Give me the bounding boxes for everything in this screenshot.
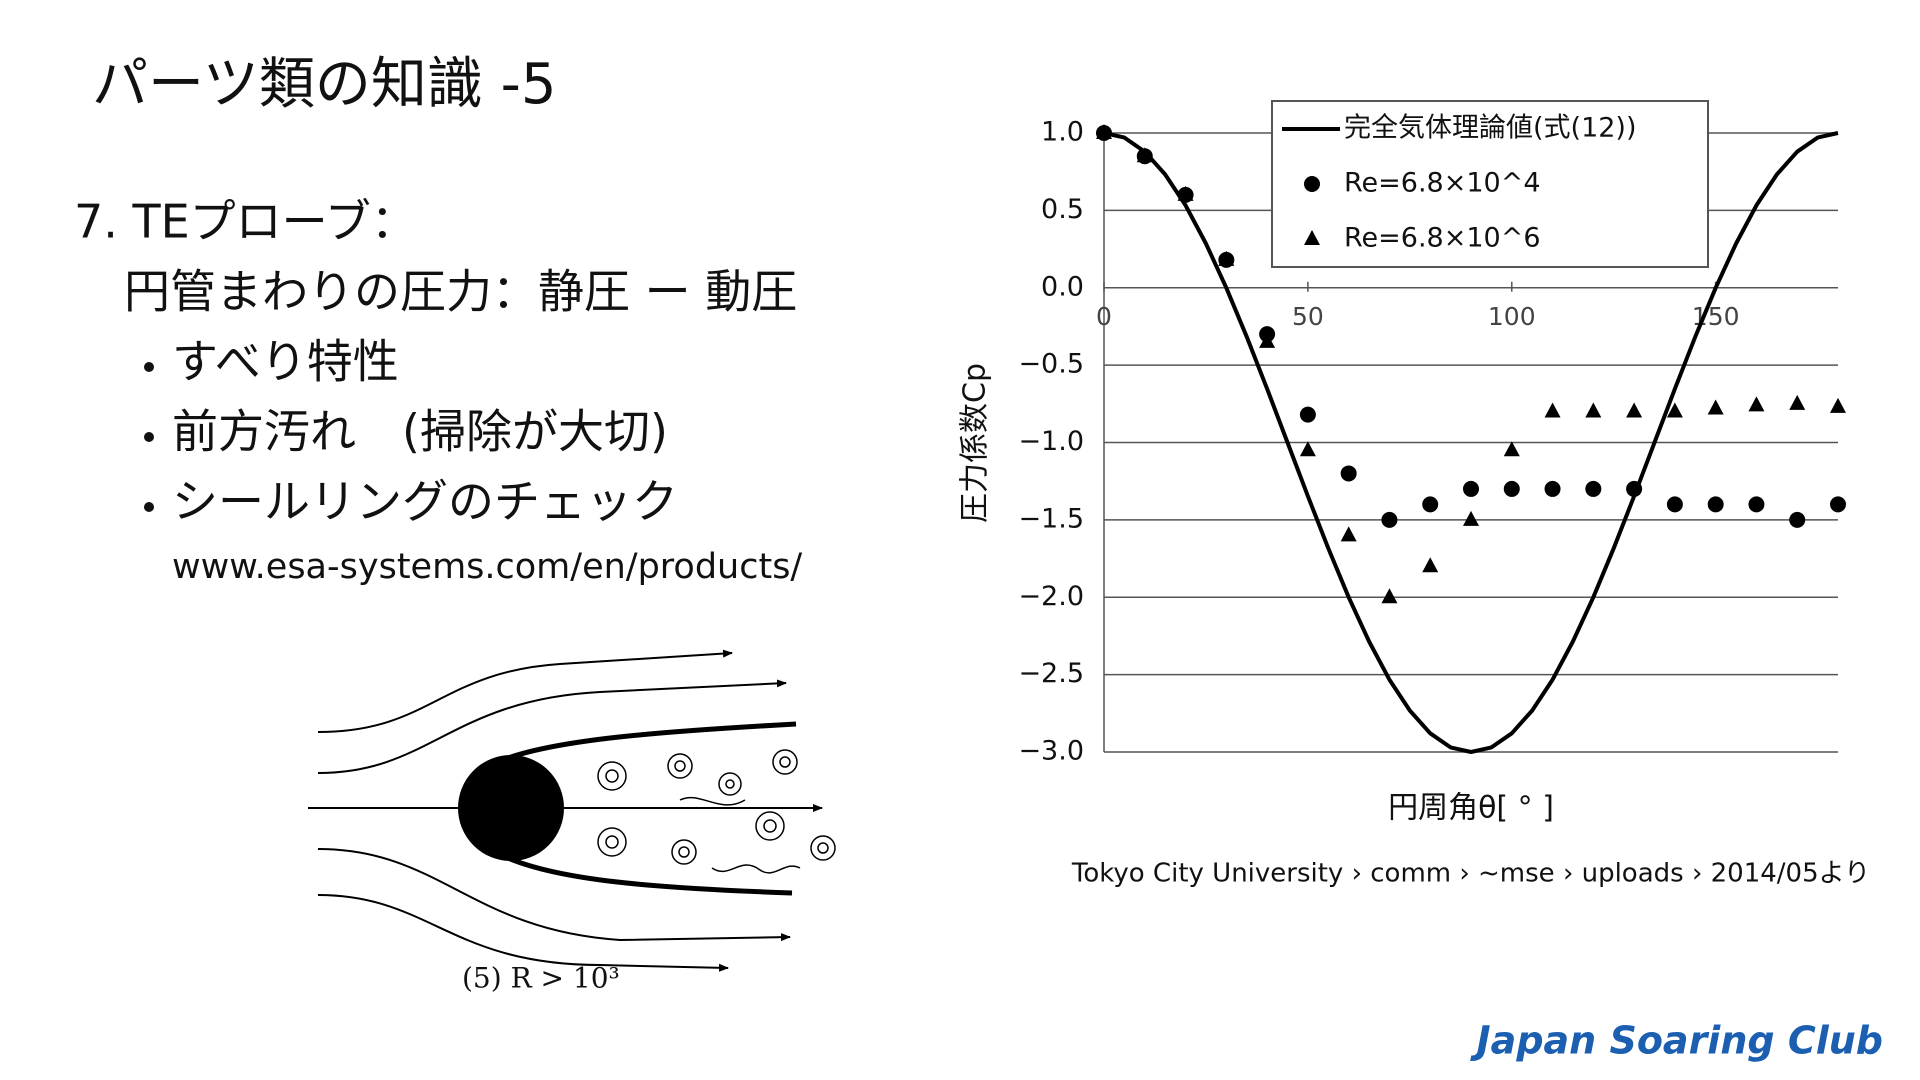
data-point [1585, 402, 1602, 418]
bullet: 前方汚れ (掃除が大切) [172, 405, 668, 459]
data-point [1707, 399, 1724, 415]
data-point [1463, 480, 1479, 497]
slide-title: パーツ類の知識 -5 [92, 52, 557, 117]
wake-boundary [507, 855, 793, 896]
streamline [317, 848, 791, 942]
data-point [1177, 185, 1194, 201]
data-point [1544, 480, 1561, 497]
legend-box [1271, 100, 1709, 268]
source: Tokyo City University › comm › ~mse › up… [1071, 859, 1870, 889]
y-axis-label: 圧力係数Cp [958, 363, 993, 523]
footer-logo: Japan Soaring Club [1470, 1019, 1883, 1063]
bullet-dot [144, 432, 154, 442]
data-point [1707, 496, 1724, 513]
data-point [1218, 250, 1235, 266]
vortices [597, 749, 836, 874]
data-point [1748, 496, 1765, 513]
x-tick-label: 0 [1096, 302, 1112, 331]
bullet: すべり特性 [172, 335, 399, 389]
data-point [1381, 588, 1398, 604]
streamline [317, 894, 729, 972]
data-point [1503, 480, 1520, 497]
data-point [1666, 496, 1683, 513]
data-point [1381, 511, 1398, 528]
data-point [1422, 496, 1439, 513]
y-tick-label: −3.0 [1018, 736, 1084, 767]
figure-caption: (5) R > 10³ [462, 962, 620, 995]
data-point [1830, 496, 1846, 513]
data-point [1259, 332, 1276, 348]
y-tick-label: 0.5 [1041, 194, 1084, 225]
data-point [1585, 480, 1602, 497]
legend-label: Re=6.8×10^6 [1344, 223, 1541, 254]
series-line [1103, 131, 1839, 754]
y-tick-label: −2.0 [1018, 581, 1084, 612]
bullet-dot [144, 502, 154, 512]
bullet: シールリングのチェック [172, 475, 678, 529]
data-point [1463, 510, 1479, 526]
data-point [1136, 147, 1153, 163]
y-tick-label: −0.5 [1018, 349, 1084, 380]
data-point [1789, 394, 1806, 410]
y-tick-label: −1.0 [1018, 426, 1084, 457]
streamline [317, 649, 733, 733]
data-point [1666, 402, 1683, 418]
data-point [1340, 526, 1357, 542]
subheading: 円管まわりの圧力：静圧 ー 動圧 [124, 265, 797, 319]
flow-diagram [308, 649, 836, 972]
y-tick-label: 1.0 [1041, 117, 1084, 148]
data-point [1830, 397, 1846, 413]
y-tick-label: −2.5 [1018, 658, 1084, 689]
data-point [1299, 406, 1316, 423]
x-tick-label: 50 [1292, 302, 1324, 331]
y-tick-label: −1.5 [1018, 503, 1084, 534]
chart: 1.00.50.0−0.5−1.0−1.5−2.0−2.5−3.00 50 100 1… [958, 100, 1846, 826]
data-point [1299, 441, 1316, 457]
data-point [1340, 465, 1357, 482]
x-axis-label: 円周角θ[ ° ] [1388, 791, 1554, 826]
data-point [1096, 124, 1112, 139]
data-point [1544, 402, 1561, 418]
data-point [1626, 480, 1643, 497]
streamline [317, 679, 787, 774]
data-point [1503, 441, 1520, 457]
x-tick-label: 100 [1488, 302, 1536, 331]
y-tick-label: 0.0 [1041, 271, 1084, 302]
data-point [1748, 396, 1765, 412]
data-point [1422, 557, 1439, 573]
wake-boundary [507, 721, 797, 761]
url: www.esa-systems.com/en/products/ [172, 547, 802, 587]
cylinder [458, 755, 564, 861]
legend-label: Re=6.8×10^4 [1344, 168, 1541, 199]
heading: 7. TEプローブ： [74, 195, 417, 249]
data-point [1789, 511, 1806, 528]
data-point [1626, 402, 1643, 418]
legend-label: 完全気体理論値(式(12)) [1344, 113, 1637, 144]
legend-swatch [1304, 230, 1320, 245]
legend-swatch [1304, 176, 1320, 192]
bullet-dot [144, 362, 154, 372]
